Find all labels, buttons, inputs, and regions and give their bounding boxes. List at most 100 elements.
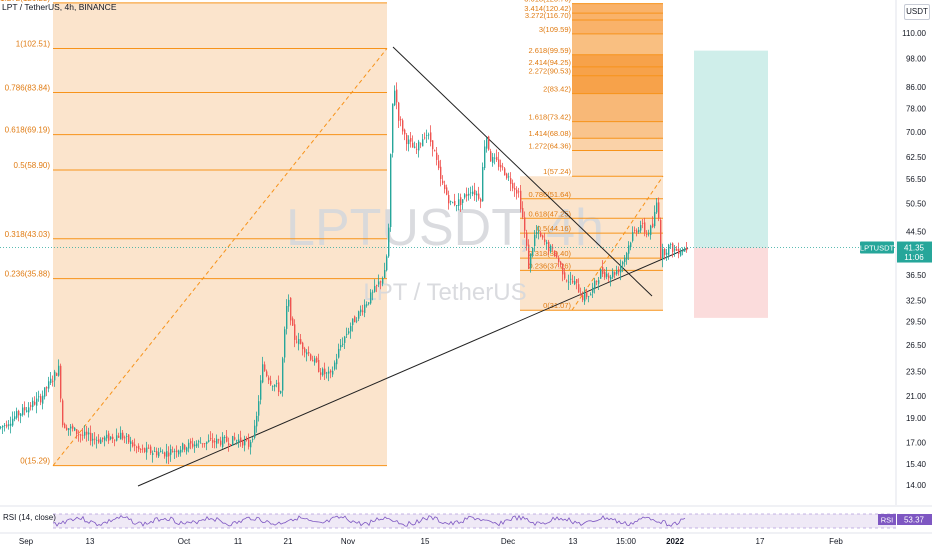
fib-right-band bbox=[572, 75, 663, 94]
candle-body bbox=[32, 400, 34, 407]
fib-right-label: 2.272(90.53) bbox=[528, 67, 571, 76]
candle-body bbox=[432, 140, 434, 150]
time-tick-label: Feb bbox=[829, 537, 843, 546]
candle-body bbox=[458, 199, 460, 206]
fib-right-label: 2.618(99.59) bbox=[528, 46, 571, 55]
candle-body bbox=[302, 342, 304, 350]
currency-button[interactable]: USDT bbox=[904, 4, 930, 20]
candle-body bbox=[154, 451, 156, 452]
candle-body bbox=[378, 281, 380, 285]
candle-body bbox=[262, 364, 264, 383]
candle-body bbox=[670, 243, 672, 245]
candle-body bbox=[368, 302, 370, 304]
candle-body bbox=[162, 452, 164, 454]
candle-body bbox=[586, 291, 588, 298]
candle-body bbox=[548, 241, 550, 251]
fib-right-band bbox=[572, 66, 663, 76]
candle-body bbox=[482, 167, 484, 202]
candle-body bbox=[362, 310, 364, 312]
triangle-lower-line[interactable] bbox=[137, 247, 689, 487]
candle-body bbox=[310, 354, 312, 360]
candle-body bbox=[290, 297, 292, 321]
fib-right-label: 0.786(51.64) bbox=[528, 190, 571, 199]
candle-body bbox=[386, 256, 388, 271]
position-profit-zone[interactable] bbox=[694, 50, 768, 248]
fib-left-label: 0.318(43.03) bbox=[5, 230, 51, 239]
candle-body bbox=[520, 190, 522, 210]
symbol-header[interactable]: LPT / TetherUS, 4h, BINANCE bbox=[2, 2, 117, 12]
candle-body bbox=[292, 318, 294, 326]
candle-body bbox=[314, 358, 316, 363]
candle-body bbox=[536, 232, 538, 235]
candle-body bbox=[448, 195, 450, 204]
time-axis[interactable]: Sep 13 Oct 11 21 Nov 15 Dec 13 15:00 2022 17 Feb bbox=[19, 537, 844, 546]
candle-body bbox=[252, 439, 254, 441]
candle-body bbox=[686, 247, 688, 251]
candle-body bbox=[524, 217, 526, 231]
candle-body bbox=[530, 253, 532, 268]
candle-body bbox=[54, 371, 56, 381]
candle-body bbox=[100, 439, 102, 444]
triangle-upper-line[interactable] bbox=[392, 46, 653, 297]
candle-body bbox=[488, 136, 490, 150]
candle-body bbox=[138, 445, 140, 450]
candle-body bbox=[4, 425, 6, 426]
time-tick-label: Sep bbox=[19, 537, 34, 546]
candle-body bbox=[466, 194, 468, 197]
candle-body bbox=[150, 446, 152, 454]
candle-body bbox=[174, 450, 176, 452]
candle-body bbox=[634, 230, 636, 231]
candle-body bbox=[372, 291, 374, 293]
candle-body bbox=[508, 176, 510, 178]
candle-body bbox=[640, 225, 642, 231]
candle-body bbox=[58, 365, 60, 376]
candle-body bbox=[684, 248, 686, 252]
candle-body bbox=[376, 285, 378, 286]
candle-body bbox=[392, 103, 394, 153]
candle-body bbox=[136, 446, 138, 448]
fib-right-label: 0.236(37.26) bbox=[528, 261, 571, 270]
candle-body bbox=[8, 424, 10, 426]
rsi-line[interactable] bbox=[52, 514, 686, 527]
candle-body bbox=[160, 451, 162, 452]
candle-body bbox=[44, 387, 46, 397]
candle-body bbox=[308, 352, 310, 354]
fib-right-label: 1(57.24) bbox=[543, 167, 571, 176]
price-tick-label: 56.50 bbox=[906, 175, 927, 184]
candle-body bbox=[538, 231, 540, 233]
price-tick-label: 70.00 bbox=[906, 128, 927, 137]
candle-body bbox=[90, 432, 92, 442]
candle-body bbox=[214, 441, 216, 443]
candle-body bbox=[176, 450, 178, 453]
candle-body bbox=[420, 143, 422, 145]
price-tick-label: 98.00 bbox=[906, 54, 927, 63]
rsi-band bbox=[53, 514, 896, 528]
candle-body bbox=[134, 444, 136, 446]
fib-right-label: 3.272(116.70) bbox=[525, 11, 572, 20]
candle-body bbox=[590, 294, 592, 296]
candle-body bbox=[398, 102, 400, 121]
candle-body bbox=[486, 138, 488, 149]
candle-body bbox=[532, 248, 534, 256]
candle-body bbox=[328, 371, 330, 374]
fib-left-label: 1(102.51) bbox=[16, 39, 51, 48]
candle-body bbox=[602, 267, 604, 274]
candle-body bbox=[608, 275, 610, 279]
candle-body bbox=[474, 189, 476, 195]
candle-body bbox=[618, 269, 620, 273]
candle-body bbox=[224, 436, 226, 438]
candle-body bbox=[62, 400, 64, 426]
candle-body bbox=[222, 436, 224, 447]
rsi-label[interactable]: RSI (14, close) bbox=[3, 513, 56, 522]
candle-body bbox=[196, 443, 198, 447]
candle-body bbox=[338, 348, 340, 358]
candle-body bbox=[122, 432, 124, 439]
candle-body bbox=[580, 294, 582, 296]
position-loss-zone[interactable] bbox=[694, 247, 768, 318]
candle-body bbox=[242, 440, 244, 446]
candle-body bbox=[638, 229, 640, 232]
candle-body bbox=[188, 442, 190, 449]
time-tick-label: 2022 bbox=[666, 537, 684, 546]
